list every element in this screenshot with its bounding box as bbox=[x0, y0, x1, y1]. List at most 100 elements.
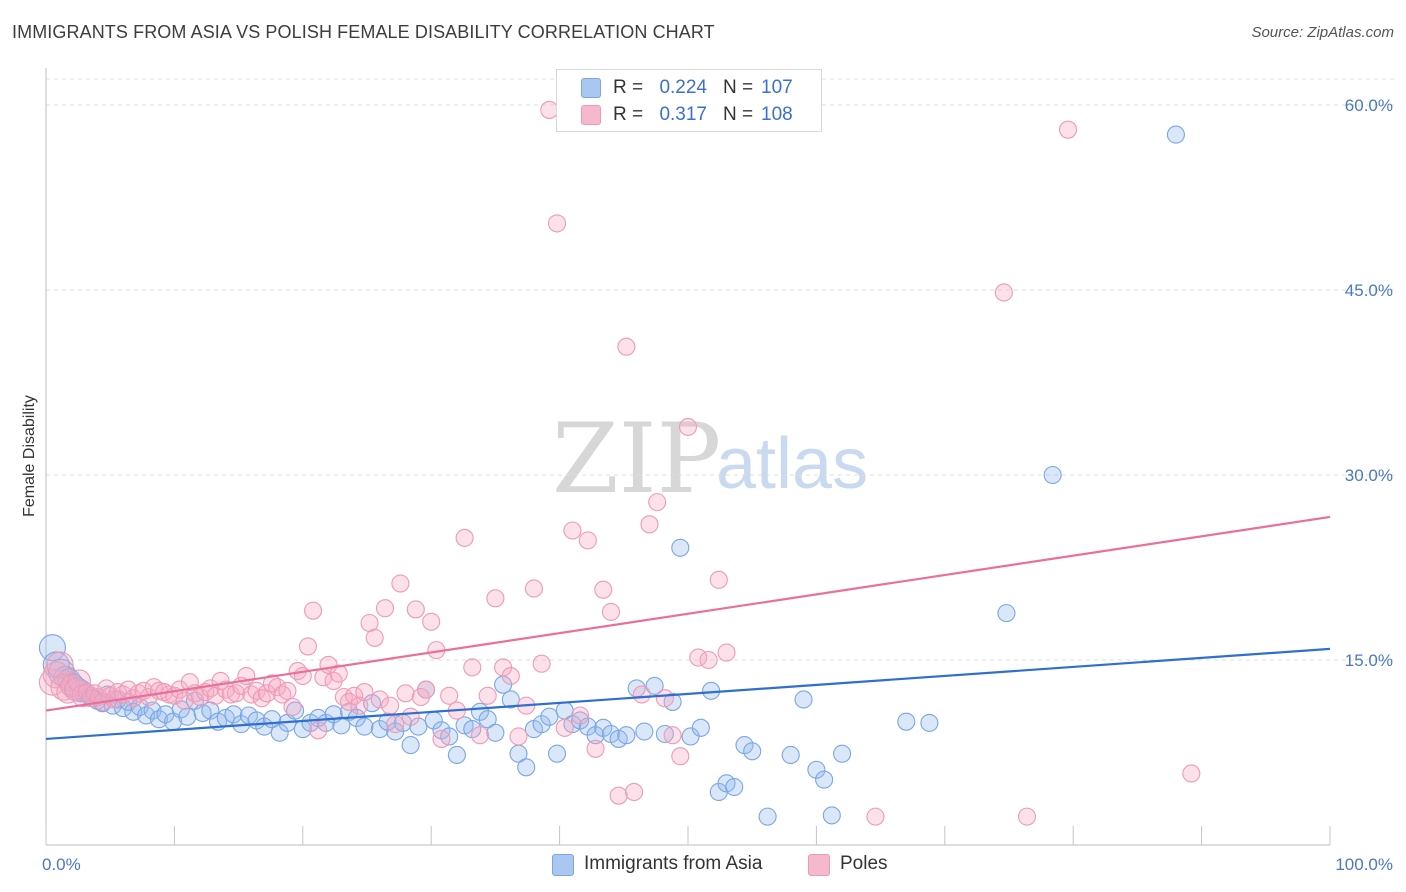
poles-point-80 bbox=[432, 729, 451, 748]
x-tick-label-0: 0.0% bbox=[42, 855, 81, 874]
poles-point-38 bbox=[216, 680, 235, 699]
legend-n-label: N = bbox=[723, 104, 754, 125]
poles-point-98 bbox=[571, 706, 590, 725]
asia-point-87 bbox=[655, 724, 674, 744]
poles-point-72 bbox=[391, 574, 410, 593]
legend-r-label: R = bbox=[613, 77, 644, 98]
asia-trend-line bbox=[45, 647, 1331, 741]
poles-point-89 bbox=[501, 666, 520, 686]
asia-point-49 bbox=[355, 717, 374, 736]
poles-point-64 bbox=[350, 696, 369, 715]
series-poles-points bbox=[38, 100, 1201, 826]
poles-trend-line bbox=[45, 515, 1331, 712]
poles-point-30 bbox=[175, 691, 194, 710]
poles-point-56 bbox=[309, 721, 328, 740]
poles-point-104 bbox=[617, 337, 636, 356]
poles-point-103 bbox=[609, 786, 628, 805]
poles-point-54 bbox=[298, 637, 317, 656]
poles-point-107 bbox=[640, 515, 659, 534]
legend-n-value: 108 bbox=[761, 104, 793, 125]
series-legend-swatch-poles bbox=[808, 854, 830, 876]
asia-point-61 bbox=[447, 745, 466, 765]
poles-point-95 bbox=[547, 214, 567, 233]
asia-point-95 bbox=[725, 777, 744, 797]
watermark-zip: ZIP bbox=[552, 403, 721, 515]
poles-point-50 bbox=[278, 681, 297, 700]
poles-point-108 bbox=[648, 493, 667, 512]
asia-point-66 bbox=[486, 723, 505, 742]
poles-point-121 bbox=[1182, 764, 1201, 783]
legend-row-poles: R = 0.317 N = 108 bbox=[557, 102, 821, 128]
series-legend-label-asia: Immigrants from Asia bbox=[584, 853, 763, 874]
poles-point-99 bbox=[578, 531, 597, 550]
asia-point-83 bbox=[617, 726, 636, 745]
poles-point-85 bbox=[470, 726, 490, 745]
poles-point-109 bbox=[655, 689, 674, 708]
series-legend-swatch-asia bbox=[552, 854, 574, 876]
poles-point-2 bbox=[46, 651, 74, 679]
asia-point-102 bbox=[815, 770, 834, 789]
poles-point-75 bbox=[406, 600, 425, 619]
asia-point-108 bbox=[1043, 465, 1062, 485]
correlation-legend: R = 0.224 N = 107 R = 0.317 N = 108 bbox=[556, 69, 822, 132]
poles-point-100 bbox=[586, 739, 605, 758]
poles-point-67 bbox=[365, 628, 384, 647]
poles-point-7 bbox=[67, 669, 91, 693]
poles-point-69 bbox=[375, 599, 395, 618]
poles-point-65 bbox=[355, 683, 374, 702]
asia-point-38 bbox=[270, 723, 289, 742]
asia-point-86 bbox=[645, 676, 664, 695]
asia-point-70 bbox=[517, 758, 536, 777]
poles-point-78 bbox=[422, 612, 441, 631]
poles-point-106 bbox=[632, 685, 651, 704]
legend-r-label: R = bbox=[613, 104, 644, 125]
watermark-atlas: atlas bbox=[716, 424, 868, 504]
poles-point-115 bbox=[709, 570, 728, 589]
y-axis-label: Female Disability bbox=[21, 395, 38, 517]
poles-point-90 bbox=[509, 727, 528, 746]
poles-point-55 bbox=[304, 601, 323, 620]
y-tick-label-3: 60.0% bbox=[1345, 96, 1393, 115]
poles-point-46 bbox=[257, 684, 276, 703]
asia-point-101 bbox=[807, 760, 826, 779]
poles-point-96 bbox=[555, 718, 574, 737]
asia-point-1 bbox=[42, 651, 70, 679]
series-immigrants-from-asia-points bbox=[38, 125, 1185, 826]
poles-point-31 bbox=[180, 673, 199, 692]
asia-point-104 bbox=[833, 744, 852, 763]
poles-point-116 bbox=[717, 643, 736, 662]
asia-point-46 bbox=[332, 716, 351, 735]
poles-point-119 bbox=[1017, 807, 1037, 826]
legend-swatch-asia bbox=[581, 78, 601, 98]
asia-point-100 bbox=[794, 690, 813, 709]
trend-lines bbox=[45, 515, 1331, 741]
series-legend-label-poles: Poles bbox=[840, 853, 888, 874]
watermark: ZIP atlas bbox=[552, 403, 868, 515]
chart-source: Source: ZipAtlas.com bbox=[1251, 24, 1394, 41]
x-tick-label-1: 100.0% bbox=[1335, 855, 1393, 874]
legend-n-label: N = bbox=[723, 77, 754, 98]
poles-point-117 bbox=[866, 807, 885, 826]
poles-point-81 bbox=[440, 686, 459, 705]
poles-point-73 bbox=[396, 684, 415, 703]
poles-point-70 bbox=[381, 696, 400, 715]
poles-point-93 bbox=[532, 654, 551, 673]
poles-point-110 bbox=[663, 726, 682, 745]
poles-point-71 bbox=[386, 715, 405, 734]
poles-point-77 bbox=[417, 680, 436, 699]
asia-point-106 bbox=[920, 713, 939, 732]
asia-point-73 bbox=[540, 707, 559, 726]
asia-point-109 bbox=[1166, 125, 1185, 144]
asia-point-0 bbox=[38, 634, 66, 662]
poles-point-111 bbox=[671, 747, 690, 766]
poles-point-101 bbox=[594, 580, 613, 599]
poles-point-51 bbox=[283, 697, 302, 716]
asia-point-79 bbox=[586, 726, 605, 745]
asia-point-103 bbox=[822, 806, 841, 825]
poles-point-86 bbox=[478, 686, 497, 705]
legend-r-value: 0.224 bbox=[659, 77, 707, 98]
asia-point-55 bbox=[401, 736, 420, 755]
asia-point-32 bbox=[224, 705, 243, 724]
chart-title: IMMIGRANTS FROM ASIA VS POLISH FEMALE DI… bbox=[12, 22, 715, 42]
asia-point-97 bbox=[743, 742, 762, 761]
